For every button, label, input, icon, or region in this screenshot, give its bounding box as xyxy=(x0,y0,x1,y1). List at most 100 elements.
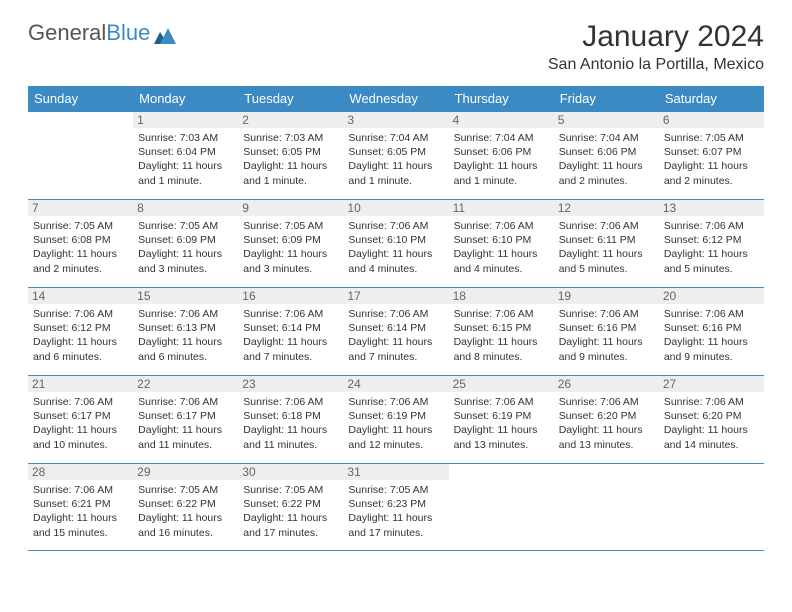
calendar-cell: 21 Sunrise: 7:06 AMSunset: 6:17 PMDayligh… xyxy=(28,375,133,463)
calendar-cell: 3 Sunrise: 7:04 AMSunset: 6:05 PMDaylight… xyxy=(343,111,448,199)
day-number: 20 xyxy=(659,288,764,304)
calendar-cell: 24 Sunrise: 7:06 AMSunset: 6:19 PMDayligh… xyxy=(343,375,448,463)
calendar-row: 21 Sunrise: 7:06 AMSunset: 6:17 PMDayligh… xyxy=(28,375,764,463)
day-info: Sunrise: 7:06 AMSunset: 6:10 PMDaylight:… xyxy=(348,219,443,276)
calendar-cell: 17 Sunrise: 7:06 AMSunset: 6:14 PMDayligh… xyxy=(343,287,448,375)
brand-part1: General xyxy=(28,20,106,46)
calendar-row: 1 Sunrise: 7:03 AMSunset: 6:04 PMDaylight… xyxy=(28,111,764,199)
calendar-cell: 13 Sunrise: 7:06 AMSunset: 6:12 PMDayligh… xyxy=(659,199,764,287)
day-info: Sunrise: 7:06 AMSunset: 6:12 PMDaylight:… xyxy=(33,307,128,364)
calendar-row: 28Sunrise: 7:06 AMSunset: 6:21 PMDayligh… xyxy=(28,463,764,551)
day-number: 7 xyxy=(28,200,133,216)
weekday-header: Saturday xyxy=(659,86,764,111)
brand-logo: GeneralBlue xyxy=(28,20,176,46)
brand-part2: Blue xyxy=(106,20,150,46)
day-info: Sunrise: 7:06 AMSunset: 6:11 PMDaylight:… xyxy=(559,219,654,276)
day-number: 27 xyxy=(659,376,764,392)
day-number: 8 xyxy=(133,200,238,216)
location-label: San Antonio la Portilla, Mexico xyxy=(548,56,764,74)
calendar-cell: 16Sunrise: 7:06 AMSunset: 6:14 PMDayligh… xyxy=(238,287,343,375)
calendar-cell: 30Sunrise: 7:05 AMSunset: 6:22 PMDayligh… xyxy=(238,463,343,551)
day-info: Sunrise: 7:03 AMSunset: 6:04 PMDaylight:… xyxy=(138,131,233,188)
day-number: 12 xyxy=(554,200,659,216)
calendar-cell: 2Sunrise: 7:03 AMSunset: 6:05 PMDaylight… xyxy=(238,111,343,199)
calendar-cell xyxy=(554,463,659,551)
day-number: 18 xyxy=(449,288,554,304)
calendar-cell: 28Sunrise: 7:06 AMSunset: 6:21 PMDayligh… xyxy=(28,463,133,551)
calendar-cell: 10 Sunrise: 7:06 AMSunset: 6:10 PMDayligh… xyxy=(343,199,448,287)
calendar-cell xyxy=(449,463,554,551)
weekday-header: Thursday xyxy=(449,86,554,111)
day-info: Sunrise: 7:06 AMSunset: 6:17 PMDaylight:… xyxy=(33,395,128,452)
day-number: 26 xyxy=(554,376,659,392)
weekday-header: Monday xyxy=(133,86,238,111)
day-number: 9 xyxy=(238,200,343,216)
day-info: Sunrise: 7:05 AMSunset: 6:23 PMDaylight:… xyxy=(348,483,443,540)
day-info: Sunrise: 7:06 AMSunset: 6:12 PMDaylight:… xyxy=(664,219,759,276)
day-info: Sunrise: 7:06 AMSunset: 6:14 PMDaylight:… xyxy=(348,307,443,364)
day-info: Sunrise: 7:06 AMSunset: 6:13 PMDaylight:… xyxy=(138,307,233,364)
day-info: Sunrise: 7:06 AMSunset: 6:15 PMDaylight:… xyxy=(454,307,549,364)
day-info: Sunrise: 7:04 AMSunset: 6:05 PMDaylight:… xyxy=(348,131,443,188)
day-number: 21 xyxy=(28,376,133,392)
calendar-cell: 15 Sunrise: 7:06 AMSunset: 6:13 PMDayligh… xyxy=(133,287,238,375)
calendar-cell: 22 Sunrise: 7:06 AMSunset: 6:17 PMDayligh… xyxy=(133,375,238,463)
calendar-cell: 18 Sunrise: 7:06 AMSunset: 6:15 PMDayligh… xyxy=(449,287,554,375)
calendar-cell: 7 Sunrise: 7:05 AMSunset: 6:08 PMDaylight… xyxy=(28,199,133,287)
day-number: 3 xyxy=(343,112,448,128)
day-number: 31 xyxy=(343,464,448,480)
calendar-cell: 11 Sunrise: 7:06 AMSunset: 6:10 PMDayligh… xyxy=(449,199,554,287)
day-info: Sunrise: 7:05 AMSunset: 6:22 PMDaylight:… xyxy=(138,483,233,540)
calendar-cell xyxy=(659,463,764,551)
day-number: 1 xyxy=(133,112,238,128)
day-info: Sunrise: 7:04 AMSunset: 6:06 PMDaylight:… xyxy=(454,131,549,188)
day-number: 15 xyxy=(133,288,238,304)
day-number: 11 xyxy=(449,200,554,216)
logo-mark-icon xyxy=(154,24,176,42)
calendar-cell: 4Sunrise: 7:04 AMSunset: 6:06 PMDaylight… xyxy=(449,111,554,199)
day-number: 5 xyxy=(554,112,659,128)
day-info: Sunrise: 7:06 AMSunset: 6:16 PMDaylight:… xyxy=(664,307,759,364)
day-number: 17 xyxy=(343,288,448,304)
day-number: 24 xyxy=(343,376,448,392)
weekday-header: Sunday xyxy=(28,86,133,111)
day-number: 13 xyxy=(659,200,764,216)
day-number: 25 xyxy=(449,376,554,392)
calendar-body: 1 Sunrise: 7:03 AMSunset: 6:04 PMDaylight… xyxy=(28,111,764,551)
calendar-cell: 19 Sunrise: 7:06 AMSunset: 6:16 PMDayligh… xyxy=(554,287,659,375)
day-number: 22 xyxy=(133,376,238,392)
day-info: Sunrise: 7:06 AMSunset: 6:20 PMDaylight:… xyxy=(559,395,654,452)
calendar-cell xyxy=(28,111,133,199)
calendar-cell: 25 Sunrise: 7:06 AMSunset: 6:19 PMDayligh… xyxy=(449,375,554,463)
month-title: January 2024 xyxy=(548,20,764,54)
weekday-header: Tuesday xyxy=(238,86,343,111)
day-number: 14 xyxy=(28,288,133,304)
calendar-cell: 12 Sunrise: 7:06 AMSunset: 6:11 PMDayligh… xyxy=(554,199,659,287)
day-info: Sunrise: 7:06 AMSunset: 6:17 PMDaylight:… xyxy=(138,395,233,452)
calendar-cell: 5 Sunrise: 7:04 AMSunset: 6:06 PMDaylight… xyxy=(554,111,659,199)
day-info: Sunrise: 7:04 AMSunset: 6:06 PMDaylight:… xyxy=(559,131,654,188)
calendar-header: SundayMondayTuesdayWednesdayThursdayFrid… xyxy=(28,86,764,111)
day-info: Sunrise: 7:06 AMSunset: 6:20 PMDaylight:… xyxy=(664,395,759,452)
day-number: 19 xyxy=(554,288,659,304)
day-info: Sunrise: 7:06 AMSunset: 6:16 PMDaylight:… xyxy=(559,307,654,364)
calendar-cell: 6 Sunrise: 7:05 AMSunset: 6:07 PMDaylight… xyxy=(659,111,764,199)
day-info: Sunrise: 7:06 AMSunset: 6:19 PMDaylight:… xyxy=(454,395,549,452)
calendar-row: 14 Sunrise: 7:06 AMSunset: 6:12 PMDayligh… xyxy=(28,287,764,375)
day-number: 10 xyxy=(343,200,448,216)
day-number: 23 xyxy=(238,376,343,392)
weekday-header: Friday xyxy=(554,86,659,111)
day-info: Sunrise: 7:06 AMSunset: 6:14 PMDaylight:… xyxy=(243,307,338,364)
day-info: Sunrise: 7:05 AMSunset: 6:08 PMDaylight:… xyxy=(33,219,128,276)
calendar-table: SundayMondayTuesdayWednesdayThursdayFrid… xyxy=(28,86,764,551)
day-info: Sunrise: 7:06 AMSunset: 6:18 PMDaylight:… xyxy=(243,395,338,452)
day-info: Sunrise: 7:06 AMSunset: 6:21 PMDaylight:… xyxy=(33,483,128,540)
day-info: Sunrise: 7:06 AMSunset: 6:10 PMDaylight:… xyxy=(454,219,549,276)
day-info: Sunrise: 7:05 AMSunset: 6:07 PMDaylight:… xyxy=(664,131,759,188)
day-info: Sunrise: 7:03 AMSunset: 6:05 PMDaylight:… xyxy=(243,131,338,188)
calendar-row: 7 Sunrise: 7:05 AMSunset: 6:08 PMDaylight… xyxy=(28,199,764,287)
title-block: January 2024 San Antonio la Portilla, Me… xyxy=(548,20,764,74)
day-info: Sunrise: 7:06 AMSunset: 6:19 PMDaylight:… xyxy=(348,395,443,452)
day-number: 6 xyxy=(659,112,764,128)
header: GeneralBlue January 2024 San Antonio la … xyxy=(28,20,764,74)
